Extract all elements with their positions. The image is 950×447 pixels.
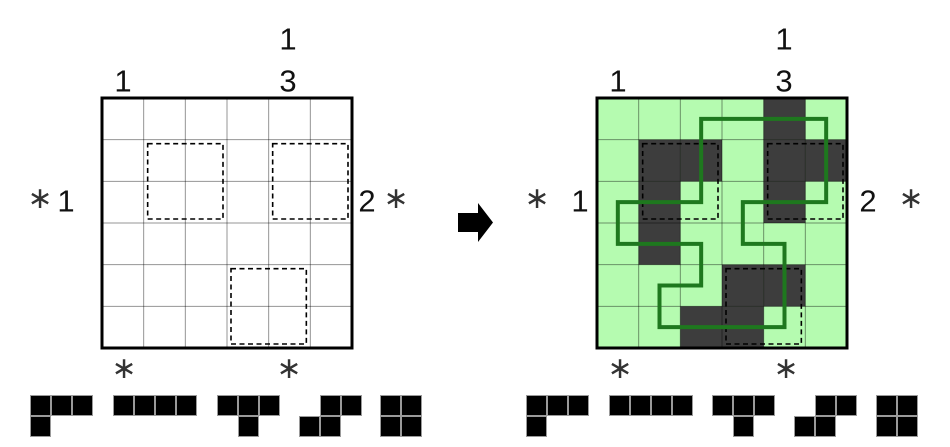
piece-cell — [631, 396, 650, 415]
piece-T — [218, 396, 281, 438]
piece-cell — [321, 417, 340, 436]
piece-cell — [877, 396, 896, 415]
piece-cell — [898, 396, 917, 415]
piece-O — [381, 396, 423, 438]
grid-background — [102, 98, 352, 348]
piece-J — [31, 396, 94, 438]
piece-cell — [135, 396, 154, 415]
piece-I — [114, 396, 198, 417]
piece-T — [713, 396, 776, 438]
piece-cell — [381, 396, 400, 415]
piece-cell — [402, 417, 421, 436]
clue-top-outer-col4: 1 — [279, 21, 297, 57]
piece-cell — [156, 396, 175, 415]
piece-O — [877, 396, 919, 438]
piece-cell — [877, 417, 896, 436]
clue-top-outer-col4: 1 — [775, 21, 793, 57]
piece-cell — [673, 396, 692, 415]
piece-cell — [260, 396, 279, 415]
clue-top-col0: 1 — [114, 63, 132, 99]
clue-right-star: ∗ — [383, 181, 409, 216]
shaded-cell — [722, 264, 764, 307]
piece-cell — [527, 396, 546, 415]
piece-cell — [610, 396, 629, 415]
solution-loop — [615, 116, 829, 330]
piece-cell — [73, 396, 92, 415]
clue-left-star: ∗ — [27, 181, 53, 216]
piece-cell — [816, 417, 835, 436]
piece-cell — [527, 417, 546, 436]
shaded-cell — [638, 139, 681, 182]
clue-left-number: 1 — [571, 183, 589, 219]
clue-bottom-star-col4: ∗ — [276, 351, 302, 386]
piece-cell — [52, 396, 71, 415]
puzzle-grid-initial — [100, 96, 354, 350]
piece-cell — [569, 396, 588, 415]
dashed-region — [766, 142, 844, 220]
piece-cell — [31, 396, 50, 415]
clue-bottom-star-col0: ∗ — [111, 351, 137, 386]
grid-border — [100, 96, 354, 350]
piece-cell — [734, 417, 753, 436]
piece-cell — [755, 396, 774, 415]
piece-cell — [652, 396, 671, 415]
dashed-region — [271, 142, 349, 220]
piece-J — [527, 396, 590, 438]
clue-top-inner-col4: 3 — [279, 63, 297, 99]
clue-top-inner-col4: 3 — [775, 63, 793, 99]
dashed-region — [230, 267, 308, 345]
shaded-cell — [763, 139, 806, 182]
piece-cell — [321, 396, 340, 415]
clue-top-col0: 1 — [609, 63, 627, 99]
piece-cell — [381, 417, 400, 436]
clue-left-star: ∗ — [524, 181, 550, 216]
arrow-right-icon — [458, 203, 493, 242]
puzzle-grid-solved — [595, 96, 849, 350]
grid-border — [595, 96, 849, 350]
clue-right-number: 2 — [859, 183, 877, 219]
piece-cell — [402, 396, 421, 415]
piece-I — [610, 396, 694, 417]
piece-cell — [734, 396, 753, 415]
clue-bottom-star-col0: ∗ — [607, 351, 633, 386]
piece-cell — [239, 396, 258, 415]
piece-cell — [837, 396, 856, 415]
piece-cell — [300, 417, 319, 436]
clue-right-number: 2 — [358, 183, 376, 219]
piece-cell — [31, 417, 50, 436]
clue-right-star: ∗ — [898, 181, 924, 216]
dashed-region — [641, 142, 719, 220]
clue-bottom-star-col4: ∗ — [773, 351, 799, 386]
piece-S — [795, 396, 858, 438]
piece-cell — [548, 396, 567, 415]
piece-cell — [816, 396, 835, 415]
clue-left-number: 1 — [57, 183, 75, 219]
piece-S — [300, 396, 363, 438]
piece-cell — [114, 396, 133, 415]
piece-cell — [898, 417, 917, 436]
piece-cell — [239, 417, 258, 436]
dashed-region — [146, 142, 224, 220]
piece-cell — [795, 417, 814, 436]
dashed-region — [725, 267, 803, 345]
piece-cell — [177, 396, 196, 415]
piece-cell — [342, 396, 361, 415]
piece-cell — [713, 396, 732, 415]
piece-cell — [218, 396, 237, 415]
